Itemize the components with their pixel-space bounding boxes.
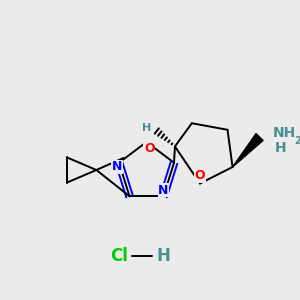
Text: NH: NH xyxy=(273,126,296,140)
Text: Cl: Cl xyxy=(110,247,128,265)
Text: H: H xyxy=(275,141,286,155)
Polygon shape xyxy=(232,134,263,167)
Text: O: O xyxy=(195,169,205,182)
Text: N: N xyxy=(112,160,122,173)
Text: O: O xyxy=(144,142,155,154)
Text: H: H xyxy=(142,123,152,134)
Text: H: H xyxy=(157,247,171,265)
Text: 2: 2 xyxy=(294,136,300,146)
Text: N: N xyxy=(158,184,169,197)
